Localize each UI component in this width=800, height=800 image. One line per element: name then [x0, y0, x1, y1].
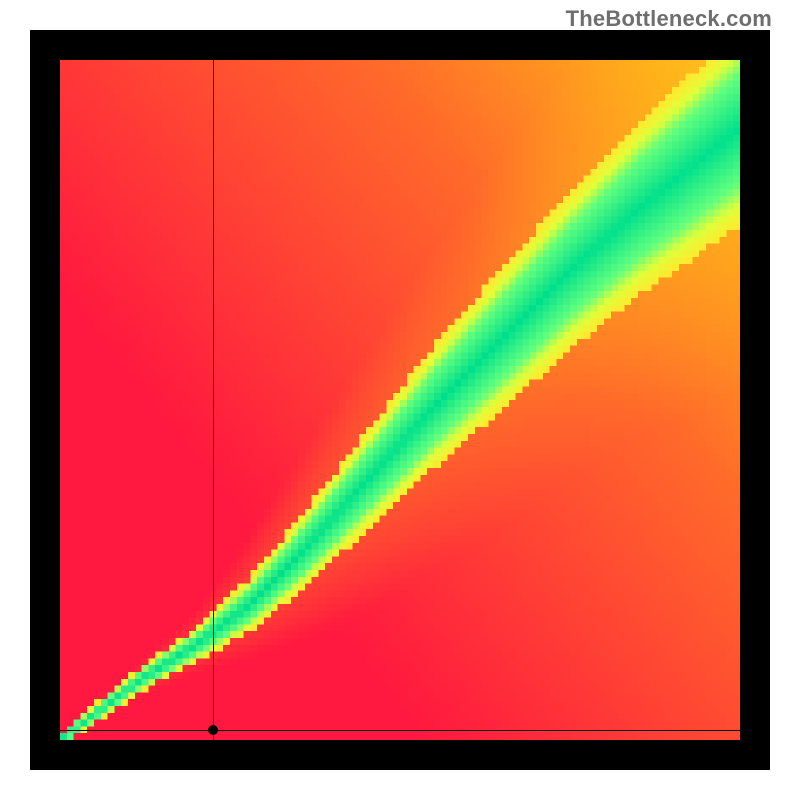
heatmap-canvas	[60, 60, 740, 740]
crosshair-horizontal	[60, 730, 740, 731]
watermark-text: TheBottleneck.com	[566, 6, 772, 32]
crosshair-vertical	[213, 60, 214, 740]
heatmap-plot-area	[60, 60, 740, 740]
chart-outer-frame	[30, 30, 770, 770]
marker-dot	[208, 725, 218, 735]
